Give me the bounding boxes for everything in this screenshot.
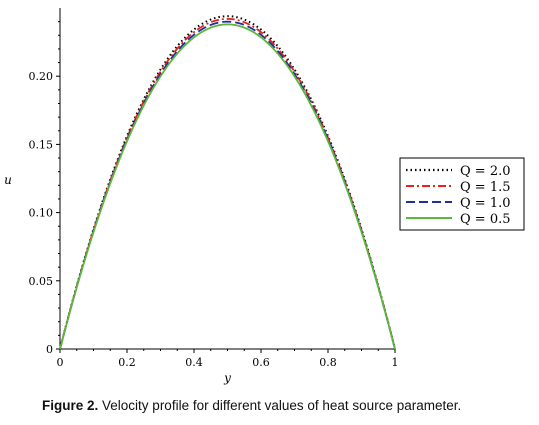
y-tick-label: 0.20 xyxy=(29,70,54,83)
legend-entry-3: Q = 0.5 xyxy=(460,212,511,227)
x-axis-label: y xyxy=(223,371,231,385)
y-tick-label: 0.05 xyxy=(29,275,54,288)
caption-label: Figure 2. xyxy=(42,398,99,413)
curves xyxy=(59,15,396,350)
figure-caption: Figure 2. Velocity profile for different… xyxy=(42,398,461,413)
x-tick-label: 0.2 xyxy=(118,356,136,369)
caption-text: Velocity profile for different values of… xyxy=(102,398,462,413)
legend-entry-1: Q = 1.5 xyxy=(460,180,511,195)
axes: 0 0.2 0.4 0.6 0.8 1 0 0.05 0.10 0.15 0.20 y u xyxy=(4,8,399,385)
legend-entry-0: Q = 2.0 xyxy=(460,164,511,179)
y-tick-label: 0.15 xyxy=(29,138,54,151)
x-tick-label: 1 xyxy=(392,356,399,369)
x-tick-label: 0.8 xyxy=(319,356,337,369)
velocity-profile-chart: 0 0.2 0.4 0.6 0.8 1 0 0.05 0.10 0.15 0.20 y u Q = 2.… xyxy=(4,8,525,385)
series-line-3 xyxy=(59,23,396,350)
y-tick-label: 0.10 xyxy=(29,207,54,220)
legend: Q = 2.0Q = 1.5Q = 1.0Q = 0.5 xyxy=(399,157,525,231)
x-tick-label: 0 xyxy=(57,356,64,369)
y-tick-label: 0 xyxy=(46,343,53,356)
legend-entry-2: Q = 1.0 xyxy=(460,196,511,211)
x-tick-label: 0.4 xyxy=(185,356,203,369)
x-tick-label: 0.6 xyxy=(252,356,270,369)
y-axis-label: u xyxy=(4,173,12,187)
